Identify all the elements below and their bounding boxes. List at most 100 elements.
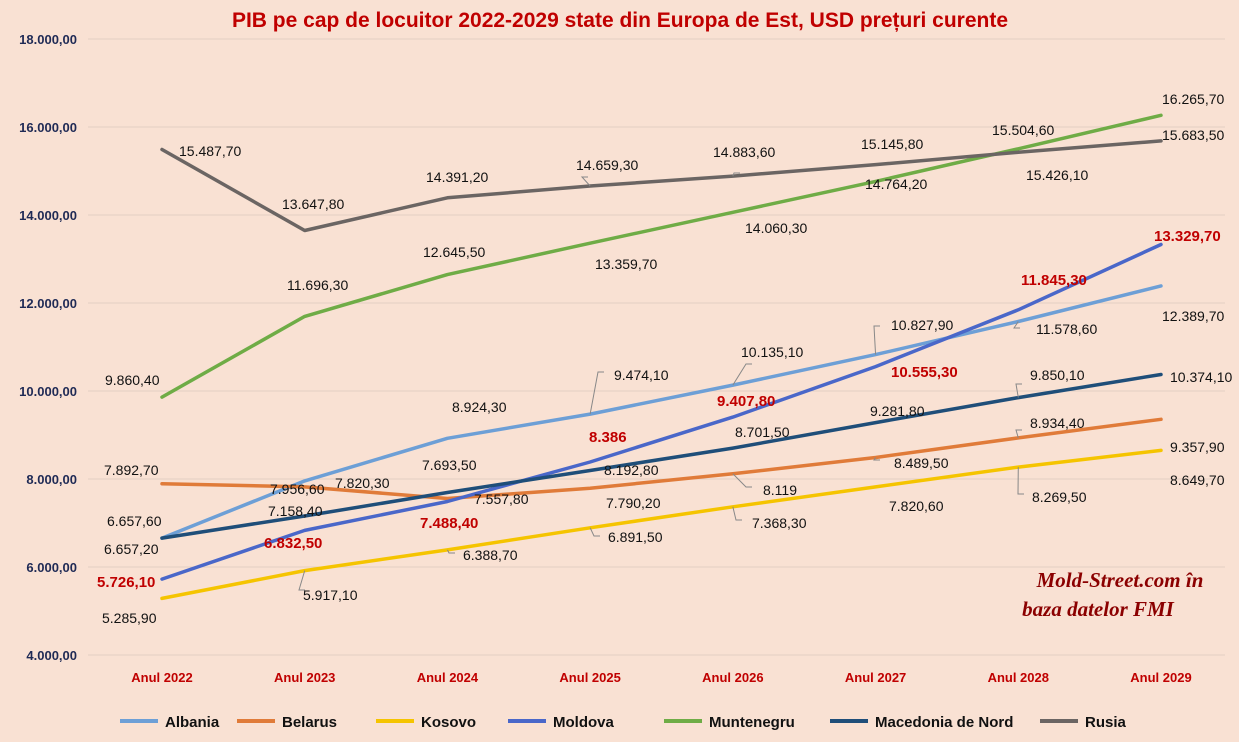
data-label: 8.119: [763, 482, 797, 498]
data-label: 11.578,60: [1036, 321, 1097, 337]
x-tick-label: Anul 2024: [417, 670, 479, 685]
label-leader-line: [732, 473, 752, 488]
data-label: 8.701,50: [735, 424, 790, 440]
data-label: 14.391,20: [426, 169, 488, 185]
data-label: 10.374,10: [1170, 369, 1232, 385]
data-label: 10.555,30: [891, 364, 958, 381]
data-label: 6.657,60: [107, 513, 162, 529]
data-label: 7.557,80: [474, 491, 529, 507]
data-label: 9.474,10: [614, 367, 669, 383]
y-tick-label: 8.000,00: [26, 472, 77, 487]
x-tick-label: Anul 2027: [845, 670, 906, 685]
data-label: 14.764,20: [865, 176, 927, 192]
label-leader-line: [732, 172, 740, 177]
data-label: 9.357,90: [1170, 439, 1225, 455]
series-line-muntenegru: [160, 113, 1163, 399]
data-label: 7.956,60: [270, 481, 325, 497]
data-label: 8.386: [589, 429, 627, 446]
data-label: 7.820,60: [889, 498, 944, 514]
data-label: 5.285,90: [102, 610, 157, 626]
legend-label: Macedonia de Nord: [875, 714, 1013, 731]
source-line-2: baza datelor FMI: [1022, 597, 1175, 621]
data-label: 13.329,70: [1154, 228, 1221, 245]
data-label: 6.388,70: [463, 547, 518, 563]
legend-label: Kosovo: [421, 714, 476, 731]
data-label: 12.389,70: [1162, 308, 1224, 324]
x-tick-label: Anul 2026: [702, 670, 763, 685]
data-label: 7.693,50: [422, 457, 477, 473]
data-label: 7.790,20: [606, 495, 661, 511]
label-leader-line: [1013, 321, 1020, 329]
series-line-macedonia-de-nord: [160, 372, 1163, 540]
legend: Albania Belarus Kosovo Moldova Muntenegru Mac…: [120, 714, 1127, 731]
data-label: 7.368,30: [752, 515, 807, 531]
data-label: 15.683,50: [1162, 127, 1224, 143]
data-label: 9.281,80: [870, 403, 925, 419]
data-label: 7.820,30: [335, 475, 390, 491]
data-label: 14.659,30: [576, 157, 638, 173]
label-leader-line: [580, 176, 591, 187]
label-leader-line: [446, 549, 455, 554]
data-label: 11.845,30: [1021, 272, 1087, 289]
data-label: 8.924,30: [452, 399, 507, 415]
series-line-kosovo: [160, 448, 1163, 601]
data-label: 12.645,50: [423, 244, 485, 260]
x-tick-label: Anul 2029: [1130, 670, 1191, 685]
data-label: 5.726,10: [97, 574, 155, 591]
legend-label: Muntenegru: [709, 714, 795, 731]
y-axis: 4.000,00 6.000,00 8.000,00 10.000,00 12.000,…: [19, 32, 77, 663]
data-label: 9.407,80: [717, 393, 775, 410]
data-label: 8.489,50: [894, 455, 949, 471]
y-tick-label: 14.000,00: [19, 208, 77, 223]
series-lines: [160, 113, 1163, 601]
data-label: 15.145,80: [861, 136, 923, 152]
label-leader-line: [732, 363, 752, 386]
series-line-moldova: [160, 242, 1163, 581]
y-tick-label: 4.000,00: [26, 648, 77, 663]
data-label: 9.860,40: [105, 372, 160, 388]
data-label: 6.891,50: [608, 529, 663, 545]
label-leader-line: [873, 325, 880, 355]
y-tick-label: 6.000,00: [26, 560, 77, 575]
source-note: Mold-Street.com în baza datelor FMI: [1022, 568, 1203, 621]
legend-label: Belarus: [282, 714, 337, 731]
x-tick-label: Anul 2022: [131, 670, 192, 685]
data-label: 15.426,10: [1026, 167, 1088, 183]
label-leader-line: [1015, 383, 1022, 398]
series-line-albania: [160, 284, 1163, 540]
label-leader-line: [589, 527, 600, 537]
legend-label: Albania: [165, 714, 220, 731]
gridlines: [88, 38, 1225, 656]
data-label: 16.265,70: [1162, 91, 1224, 107]
data-label: 14.883,60: [713, 144, 775, 160]
x-tick-label: Anul 2023: [274, 670, 335, 685]
data-label: 5.917,10: [303, 587, 358, 603]
y-tick-label: 10.000,00: [19, 384, 77, 399]
data-label: 8.649,70: [1170, 472, 1225, 488]
label-leader-line: [732, 506, 742, 521]
source-line-1: Mold-Street.com în: [1036, 568, 1204, 592]
data-label: 15.504,60: [992, 122, 1054, 138]
data-label: 10.827,90: [891, 317, 953, 333]
data-label: 6.657,20: [104, 541, 159, 557]
series-line-belarus: [160, 417, 1163, 501]
data-label: 9.850,10: [1030, 367, 1085, 383]
data-label: 13.647,80: [282, 196, 344, 212]
label-leader-line: [1017, 467, 1024, 495]
data-label: 11.696,30: [287, 277, 348, 293]
label-leader-line: [873, 457, 880, 461]
x-tick-label: Anul 2025: [559, 670, 620, 685]
label-leader-line: [298, 570, 306, 591]
legend-label: Moldova: [553, 714, 614, 731]
series-line-rusia: [160, 139, 1163, 233]
data-label: 15.487,70: [179, 143, 241, 159]
chart-title: PIB pe cap de locuitor 2022-2029 state d…: [232, 9, 1008, 32]
x-tick-label: Anul 2028: [988, 670, 1049, 685]
data-label: 7.158,40: [268, 503, 323, 519]
label-leader-line: [1015, 429, 1022, 439]
data-label: 13.359,70: [595, 256, 657, 272]
data-label: 14.060,30: [745, 220, 807, 236]
y-tick-label: 16.000,00: [19, 120, 77, 135]
data-label: 8.934,40: [1030, 415, 1085, 431]
data-label: 10.135,10: [741, 344, 803, 360]
